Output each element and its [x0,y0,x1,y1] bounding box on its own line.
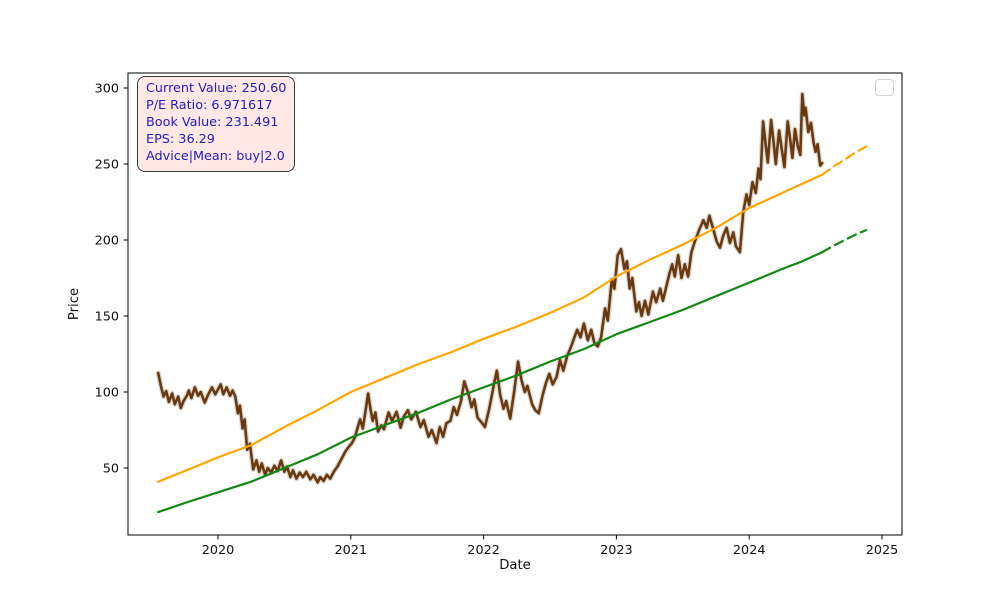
x-axis-label: Date [499,558,531,573]
upper-trend-forecast-line [821,145,868,176]
x-tick-label: 2025 [866,543,899,558]
lower-trend-line [157,251,824,514]
annotation-pe-ratio: P/E Ratio: 6.971617 [146,97,273,113]
x-tick-label: 2020 [202,543,235,558]
x-tick-label: 2022 [467,543,500,558]
y-tick-label: 200 [95,234,119,249]
y-tick-label: 250 [95,158,119,173]
legend-box [875,79,894,96]
annotation-current-value: Current Value: 250.60 [146,81,287,96]
upper-trend-line [157,173,824,483]
plot-frame [127,72,903,536]
y-tick-label: 50 [103,462,119,477]
x-tick-label: 2024 [733,543,766,558]
x-tick-label: 2023 [600,543,633,558]
y-tick-label: 100 [95,386,119,401]
annotation-book-value: Book Value: 231.491 [146,114,279,130]
stats-annotation: Current Value: 250.60 P/E Ratio: 6.97161… [137,76,296,172]
lower-trend-forecast-line [821,229,868,254]
y-axis-label: Price [67,288,82,320]
annotation-eps: EPS: 36.29 [146,131,215,147]
x-tick-label: 2021 [335,543,368,558]
y-tick-label: 300 [95,82,119,97]
price-history-line [156,92,824,484]
y-tick-label: 150 [95,310,119,325]
annotation-advice-mean: Advice|Mean: buy|2.0 [146,148,285,164]
